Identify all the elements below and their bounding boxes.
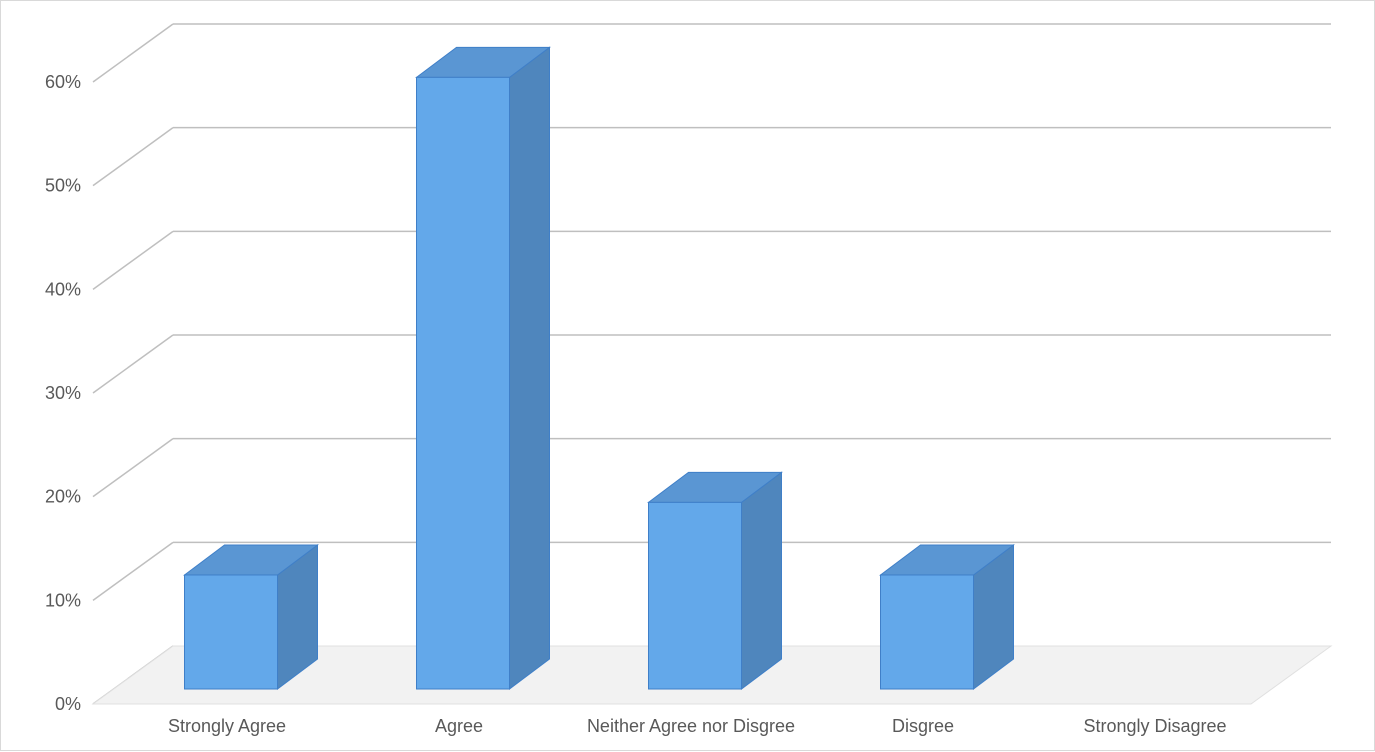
bar-side: [509, 46, 550, 690]
x-category-label: Disgree: [892, 716, 954, 736]
gridline-side: [92, 230, 174, 290]
y-tick-label: 50%: [45, 176, 81, 196]
bar: [880, 574, 974, 690]
bar: [648, 501, 742, 690]
y-tick-label: 40%: [45, 279, 81, 299]
x-category-label: Neither Agree nor Disgree: [587, 716, 795, 736]
gridline-side: [92, 438, 174, 498]
y-tick-label: 20%: [45, 487, 81, 507]
y-tick-label: 60%: [45, 72, 81, 92]
gridline-side: [92, 23, 174, 83]
gridline-side: [92, 334, 174, 394]
bars: [183, 46, 1015, 690]
x-category-label: Strongly Agree: [168, 716, 286, 736]
bar: [416, 76, 510, 690]
y-axis-ticks: 0% 10% 20% 30% 40% 50% 60%: [45, 72, 81, 714]
y-tick-label: 30%: [45, 383, 81, 403]
x-axis-categories: Strongly Agree Agree Neither Agree nor Dis…: [168, 716, 1227, 736]
y-tick-label: 10%: [45, 590, 81, 610]
bar: [184, 574, 278, 690]
y-tick-label: 0%: [55, 694, 81, 714]
gridline-side: [92, 541, 174, 601]
x-category-label: Strongly Disagree: [1083, 716, 1226, 736]
x-category-label: Agree: [435, 716, 483, 736]
gridline-side: [92, 127, 174, 187]
bar-side: [741, 471, 782, 690]
